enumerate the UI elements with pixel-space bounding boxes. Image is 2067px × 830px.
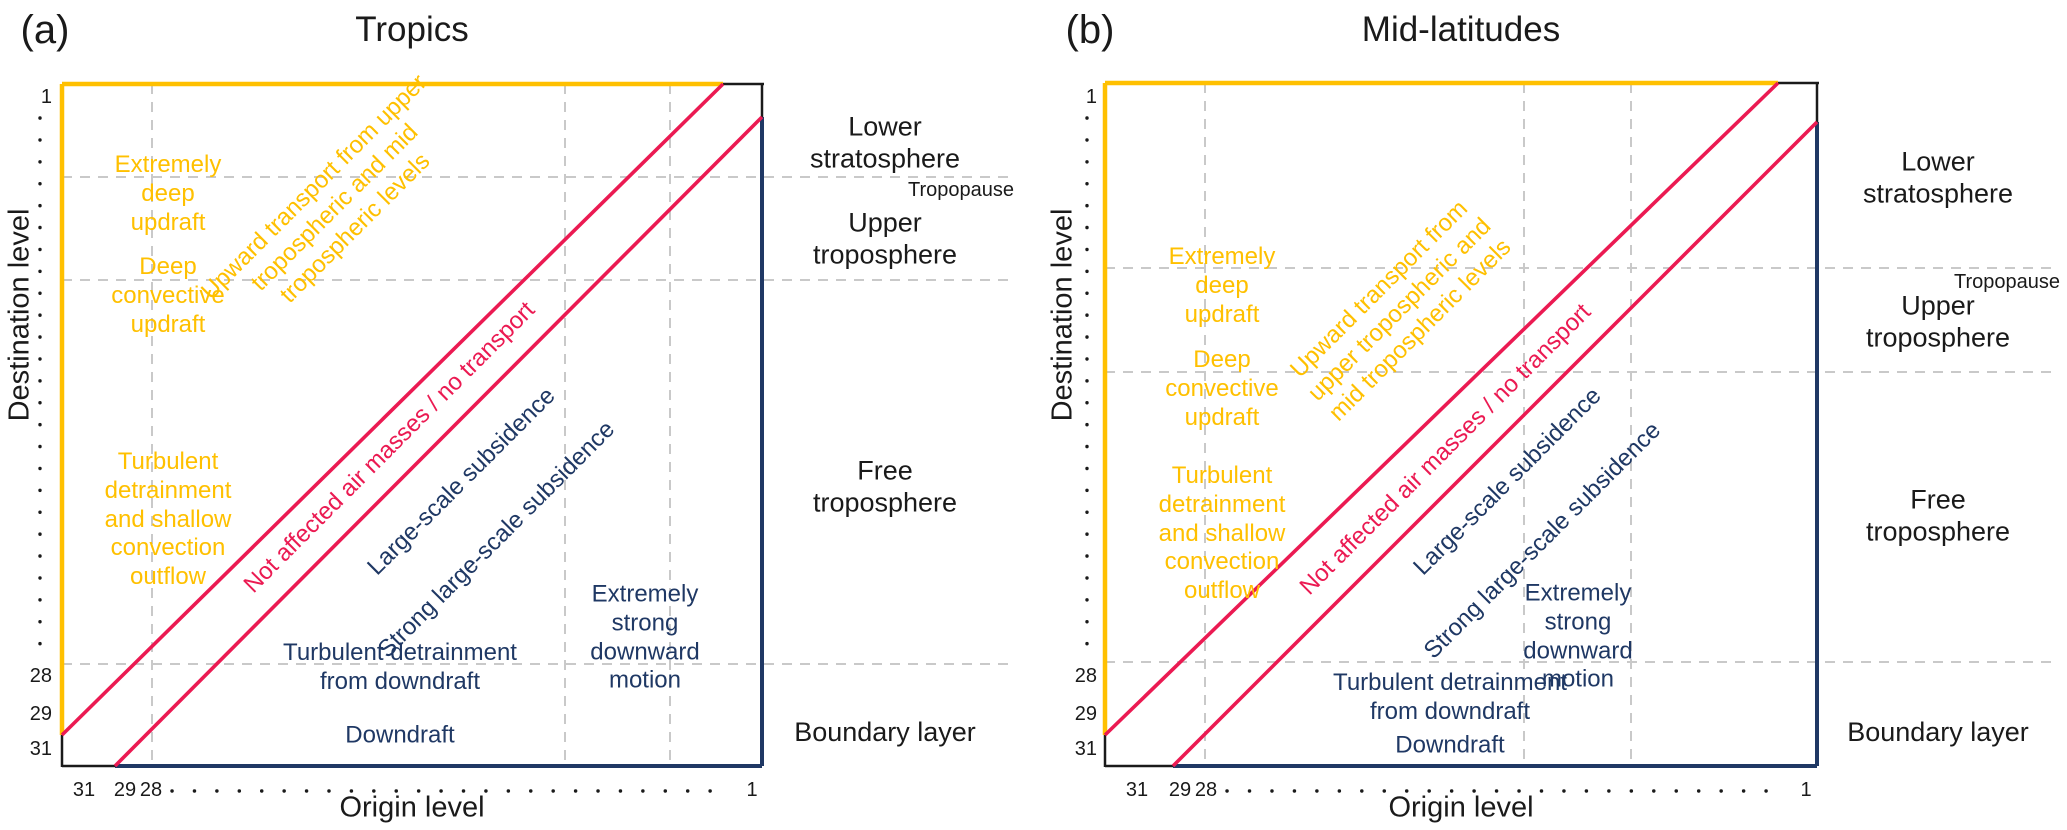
panel-a-x-tick-31: 31 xyxy=(72,779,96,801)
panel-b-layer-free-troposphere: Free troposphere xyxy=(1865,484,2011,547)
panel-b-layer-lower-stratosphere: Lower stratosphere xyxy=(1862,146,2014,209)
panel-a-layer-boundary-layer: Boundary layer xyxy=(794,716,976,747)
panel-a-layer-upper-troposphere: Upper troposphere xyxy=(812,207,958,270)
panel-a-x-tick-1: 1 xyxy=(746,779,758,801)
panel-b-y-tick-31: 31 xyxy=(1074,738,1097,760)
panel-b-title: Mid-latitudes xyxy=(1361,10,1561,49)
panel-b-region-deep-convective-updraft: Deep convective updraft xyxy=(1165,345,1279,431)
panel-a-y-tick-29: 29 xyxy=(29,703,52,725)
panel-a-region-deep-convective-updraft: Deep convective updraft xyxy=(111,252,225,338)
panel-a-region-turbulent-detrainment-downdraft: Turbulent detrainment from downdraft xyxy=(283,639,517,695)
panel-b-layer-boundary-layer: Boundary layer xyxy=(1847,716,2029,747)
panel-a-y-tick-28: 28 xyxy=(29,665,52,687)
panel-b-gridlines xyxy=(1105,83,2058,766)
panel-b-region-extremely-deep-updraft: Extremely deep updraft xyxy=(1168,242,1276,328)
panel-a-no-transport-band-lines xyxy=(60,82,764,768)
panel-b-region-turbulent-detrainment-downdraft: Turbulent detrainment from downdraft xyxy=(1333,669,1567,725)
panel-a-layer-lower-stratosphere: Lower stratosphere xyxy=(809,111,961,174)
panel-a-layer-free-troposphere: Free troposphere xyxy=(812,455,958,518)
panel-a-y-axis-label: Destination level xyxy=(3,208,36,422)
panel-a-x-tick-28: 28 xyxy=(139,779,163,801)
panel-b-plot-border xyxy=(1102,80,1819,768)
panel-b-x-tick-31: 31 xyxy=(1125,779,1149,801)
panel-a-y-tick-1: 1 xyxy=(40,86,52,108)
panel-b-layer-upper-troposphere: Upper troposphere xyxy=(1865,290,2011,353)
panel-a-gridlines xyxy=(62,84,1015,766)
panel-b-x-tick-28: 28 xyxy=(1194,779,1218,801)
panel-b-y-tick-1: 1 xyxy=(1085,86,1097,108)
panel-a-plot-border xyxy=(59,81,764,768)
panel-b-y-tick-28: 28 xyxy=(1074,665,1097,687)
panel-a-region-downdraft: Downdraft xyxy=(345,721,455,749)
panel-a-y-tick-31: 31 xyxy=(29,738,52,760)
panel-a-layer-tropopause: Tropopause xyxy=(908,179,1014,201)
panel-b-layer-tropopause: Tropopause xyxy=(1954,271,2060,293)
panel-b-x-tick-29: 29 xyxy=(1168,779,1192,801)
panel-a-region-extremely-strong-downward: Extremely strong downward motion xyxy=(590,580,700,694)
panel-a-title: Tropics xyxy=(355,10,469,49)
panel-b-y-axis-label: Destination level xyxy=(1046,208,1079,422)
panel-b-region-extremely-strong-downward: Extremely strong downward motion xyxy=(1523,579,1633,693)
panel-a-x-axis-label: Origin level xyxy=(339,791,485,824)
panel-b-no-transport-band-lines xyxy=(1103,81,1819,768)
panel-b-x-axis-label: Origin level xyxy=(1388,791,1534,824)
panel-a-x-tick-29: 29 xyxy=(113,779,137,801)
panel-b-region-downdraft: Downdraft xyxy=(1395,731,1505,759)
panel-b-region-turbulent-detrainment-shallow: Turbulent detrainment and shallow convec… xyxy=(1158,462,1286,605)
panel-b-label: (b) xyxy=(1065,8,1115,52)
panel-a-label: (a) xyxy=(20,8,70,52)
panel-b-x-tick-1: 1 xyxy=(1800,779,1812,801)
panel-b-y-tick-29: 29 xyxy=(1074,703,1097,725)
panel-a-region-turbulent-detrainment-shallow: Turbulent detrainment and shallow convec… xyxy=(104,448,232,591)
panel-a-region-extremely-deep-updraft: Extremely deep updraft xyxy=(114,150,222,236)
